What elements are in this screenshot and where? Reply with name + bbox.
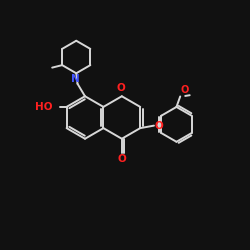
Text: HO: HO bbox=[35, 102, 53, 112]
Text: O: O bbox=[117, 83, 126, 93]
Text: O: O bbox=[118, 154, 126, 164]
Text: O: O bbox=[181, 85, 189, 95]
Text: N: N bbox=[71, 74, 80, 85]
Text: O: O bbox=[154, 121, 163, 131]
